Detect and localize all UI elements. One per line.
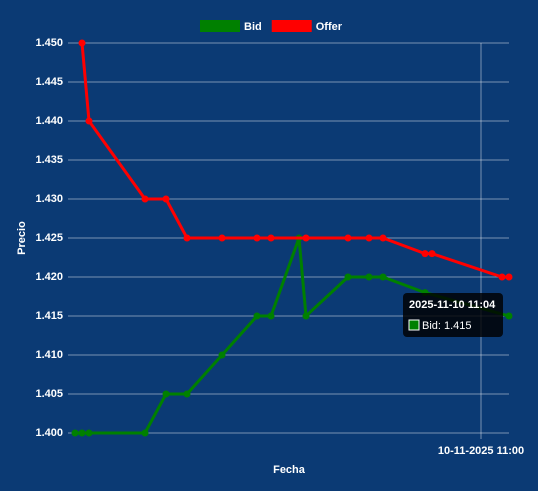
data-point	[267, 312, 275, 320]
data-point	[162, 195, 170, 203]
y-tick-label: 1.420	[35, 271, 63, 283]
tooltip-title: 2025-11-10 11:04	[409, 299, 496, 311]
y-tick-label: 1.415	[35, 310, 63, 322]
legend-swatch	[200, 20, 240, 32]
tooltip-swatch	[408, 319, 420, 331]
data-point	[428, 250, 436, 258]
y-tick-label: 1.410	[35, 349, 63, 361]
data-point	[78, 39, 86, 47]
x-axis-title: Fecha	[273, 464, 306, 476]
data-point	[365, 234, 373, 242]
tooltip-label: Bid: 1.415	[422, 320, 472, 332]
data-point	[78, 429, 86, 437]
x-tick-label: 10-11-2025 11:00	[438, 445, 524, 457]
data-point	[505, 312, 513, 320]
y-tick-label: 1.440	[35, 115, 63, 127]
y-tick-label: 1.450	[35, 37, 63, 49]
data-point	[71, 429, 79, 437]
data-point	[183, 390, 191, 398]
data-point	[344, 234, 352, 242]
data-point	[505, 273, 513, 281]
y-tick-label: 1.405	[35, 388, 63, 400]
y-tick-label: 1.425	[35, 232, 63, 244]
data-point	[421, 250, 429, 258]
data-point	[302, 312, 310, 320]
y-tick-label: 1.445	[35, 76, 63, 88]
legend-swatch	[271, 20, 312, 32]
legend-label: Bid	[244, 21, 262, 33]
data-point	[498, 273, 506, 281]
data-point	[162, 390, 170, 398]
y-tick-label: 1.400	[35, 427, 63, 439]
data-point	[141, 429, 149, 437]
data-point	[365, 273, 373, 281]
data-point	[85, 429, 93, 437]
data-point	[379, 234, 387, 242]
data-point	[253, 234, 261, 242]
data-point	[379, 273, 387, 281]
data-point	[141, 195, 149, 203]
data-point	[218, 234, 226, 242]
tooltip: 2025-11-10 11:04 Bid: 1.415	[403, 293, 503, 337]
data-point	[267, 234, 275, 242]
tooltip-box	[403, 293, 503, 337]
legend-label: Offer	[316, 21, 343, 33]
y-tick-label: 1.435	[35, 154, 63, 166]
series-line	[75, 237, 510, 435]
data-point	[302, 234, 310, 242]
y-axis-title: Precio	[16, 221, 28, 255]
data-point	[344, 273, 352, 281]
data-point	[253, 312, 261, 320]
data-point	[218, 351, 226, 359]
data-point	[183, 234, 191, 242]
data-point	[85, 117, 93, 125]
y-tick-label: 1.430	[35, 193, 63, 205]
